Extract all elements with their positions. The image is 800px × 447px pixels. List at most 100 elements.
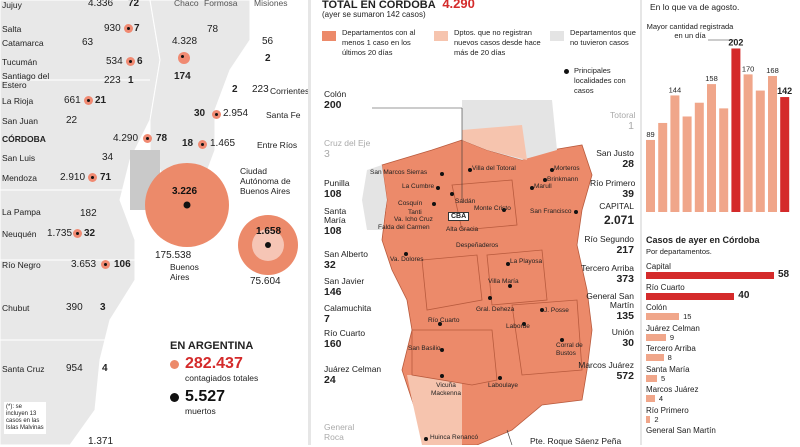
legend-swatch-towns	[564, 69, 569, 74]
cases-santiago: 223	[104, 75, 121, 86]
deaths-mendoza: 71	[100, 172, 112, 183]
town-dot-morteros	[550, 168, 554, 172]
daily-bar	[670, 95, 680, 212]
town-saldan: Saldán	[455, 198, 476, 205]
town-dot-jposse	[540, 308, 544, 312]
town-sanfrancisco: San Francisco	[530, 208, 572, 215]
town-gdeheza: Gral. Deheza	[476, 306, 515, 313]
marker-santafe	[212, 110, 221, 119]
cordoba-title-prefix: TOTAL EN CÓRDOBA	[322, 0, 436, 11]
town-dot-villamaria	[508, 284, 512, 288]
town-sanbasilio: San Basilio	[408, 345, 441, 352]
cases-santacruz: 954	[66, 363, 83, 374]
cases-salta: 930	[104, 23, 121, 34]
dept-roquesaenzpena: Pte. Roque Sáenz Peña	[530, 436, 622, 446]
daily-bar	[731, 48, 741, 212]
town-laboulaye: Laboulaye	[488, 382, 518, 389]
cases-larioja: 661	[64, 95, 81, 106]
deaths-salta: 7	[134, 23, 140, 34]
argentina-panel: Jujuy 4.336 72 Salta 930 7 Catamarca 63 …	[0, 0, 310, 447]
by-dept-label: Río Primero	[646, 405, 689, 415]
legend-swatch-old	[434, 31, 448, 41]
cases-corrientes: 223	[252, 84, 269, 95]
town-cosquin: Cosquín	[398, 200, 423, 207]
town-dot-saldan	[450, 192, 454, 196]
cases-misiones: 56	[262, 36, 274, 47]
daily-header-note: En lo que va de agosto.	[650, 2, 740, 12]
town-vaichocruz: Va. Icho Cruz	[394, 216, 433, 223]
by-dept-bar	[646, 354, 664, 361]
town-montecristo: Monte Cristo	[474, 205, 511, 212]
by-dept-title: Casos de ayer en Córdoba	[646, 235, 760, 245]
deaths-tucuman: 6	[137, 56, 143, 67]
daily-panel: En lo que va de agosto. Mayor cantidad r…	[642, 0, 800, 445]
legend-label-recent: Departamentos con al menos 1 caso en los…	[342, 28, 416, 57]
daily-bar	[780, 97, 790, 212]
footnote: (*): se incluyen 13 casos en las Islas M…	[4, 402, 46, 434]
town-dot-vicuna	[440, 374, 444, 378]
town-dot-huinca	[424, 437, 428, 441]
province-buenosaires: Buenos Aires	[170, 262, 199, 282]
dept-juarezcelman: Juárez Celman 24	[324, 364, 382, 386]
cases-catamarca: 63	[82, 37, 94, 48]
daily-bar-label: 202	[728, 37, 743, 47]
dept-riosegundo: Río Segundo 217	[584, 234, 634, 256]
legend-item-towns: Principales localidades con casos	[564, 66, 642, 100]
province-rionegro: Río Negro	[2, 260, 41, 270]
argentina-heading: EN ARGENTINA	[170, 340, 254, 352]
total-deaths-value: 5.527	[185, 388, 226, 405]
daily-max-label: Mayor cantidad registrada en un día	[646, 22, 734, 40]
deaths-santacruz: 4	[102, 363, 108, 374]
province-formosa: Formosa	[204, 0, 238, 8]
cases-santafe: 2.954	[223, 108, 249, 119]
town-brinkmann: Brinkmann	[547, 176, 579, 183]
province-santacruz: Santa Cruz	[2, 364, 45, 374]
daily-bar	[743, 74, 753, 212]
daily-bar	[768, 76, 777, 212]
cordoba-title: TOTAL EN CÓRDOBA 4.290	[322, 0, 475, 11]
by-dept-value: 5	[661, 373, 666, 383]
town-marull: Marull	[534, 183, 552, 190]
town-dot-brinkmann	[543, 178, 547, 182]
town-huinca: Huinca Renancó	[430, 434, 479, 441]
town-vicuna: Vicuña Mackenna	[431, 382, 461, 397]
cases-formosa: 78	[207, 24, 219, 35]
daily-bar-label: 170	[742, 64, 755, 73]
province-corrientes-label: Corrientes	[270, 86, 310, 96]
cases-buenosaires: 175.538	[155, 250, 192, 261]
daily-bar-label: 142	[777, 86, 792, 96]
town-dot-lacumbre	[436, 186, 440, 190]
by-dept-bar	[646, 333, 666, 341]
by-dept-label: General San Martín	[646, 426, 716, 435]
dept-santamaria: Santa María 108	[324, 206, 347, 238]
legend-label-towns: Principales localidades con casos	[574, 66, 626, 95]
by-dept-bar	[646, 313, 680, 320]
marker-rionegro	[101, 260, 110, 269]
daily-bar	[707, 84, 716, 212]
province-catamarca: Catamarca	[2, 38, 44, 48]
cases-sanluis: 34	[102, 152, 114, 163]
daily-bar	[719, 108, 729, 212]
daily-bar	[755, 90, 765, 212]
deaths-larioja: 21	[95, 95, 107, 106]
by-dept-label: Marcos Juárez	[646, 385, 699, 394]
deaths-neuquen: 32	[84, 228, 96, 239]
cordoba-title-value: 4.290	[442, 0, 475, 11]
town-despenaderos: Despeñaderos	[456, 242, 499, 249]
dept-calamuchita: Calamuchita 7	[324, 303, 372, 325]
marker-cordoba	[143, 134, 152, 143]
deaths-cordoba: 78	[156, 133, 168, 144]
partial-bottom-value: 1.371	[88, 436, 114, 447]
legend-label-none: Departamentos que no tuvieron casos	[570, 28, 636, 47]
by-dept-subtitle: Por departamentos.	[646, 247, 712, 256]
by-dept-label: Río Cuarto	[646, 282, 685, 292]
total-deaths-label: muertos	[185, 406, 216, 416]
argentina-total-cases: 282.437	[170, 355, 243, 373]
cases-cordoba: 4.290	[113, 133, 139, 144]
province-sanjuan: San Juan	[2, 116, 38, 126]
by-dept-value: 4	[658, 394, 663, 403]
town-sanmarcos: San Marcos Sierras	[370, 169, 428, 176]
town-dot-sanfrancisco	[574, 210, 578, 214]
dept-union: Unión 30	[611, 327, 634, 349]
daily-bar-label: 89	[646, 130, 654, 139]
